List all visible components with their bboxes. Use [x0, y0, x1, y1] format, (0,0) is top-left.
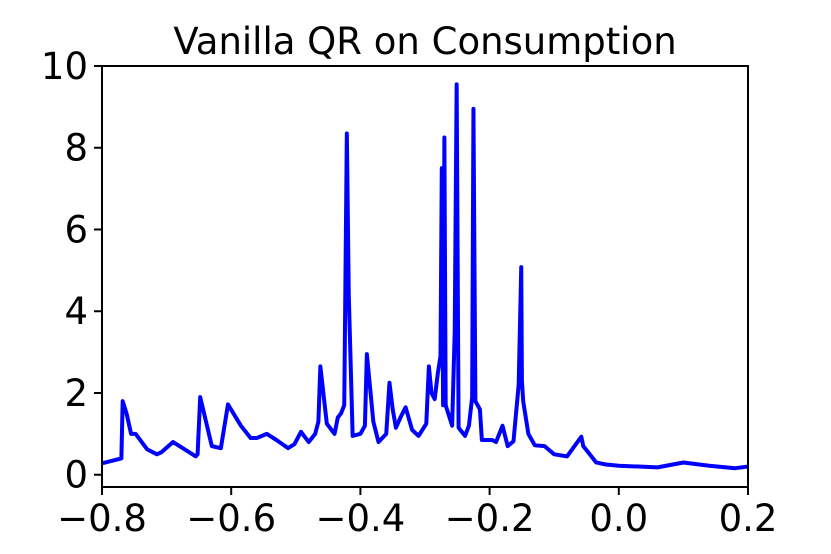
series-line-0 [101, 82, 749, 471]
x-tick-label: −0.8 [57, 497, 147, 540]
x-tick-label: −0.4 [315, 497, 405, 540]
x-tick-label: 0.0 [589, 497, 648, 540]
y-tick-label: 10 [41, 45, 88, 88]
y-axis: 0 2 4 6 8 10 [41, 45, 102, 497]
y-tick-label: 4 [64, 290, 88, 333]
series-layer [101, 82, 749, 471]
x-tick-label: 0.2 [719, 497, 778, 540]
y-tick-label: 6 [64, 208, 88, 251]
y-tick-label: 0 [64, 454, 88, 497]
x-axis: −0.8 −0.6 −0.4 −0.2 0.0 0.2 [57, 487, 777, 540]
y-tick-label: 2 [64, 372, 88, 415]
x-tick-label: −0.2 [445, 497, 535, 540]
x-tick-label: −0.6 [186, 497, 276, 540]
chart-title: Vanilla QR on Consumption [173, 20, 676, 63]
plot-frame [101, 65, 749, 488]
y-tick-label: 8 [64, 127, 88, 170]
